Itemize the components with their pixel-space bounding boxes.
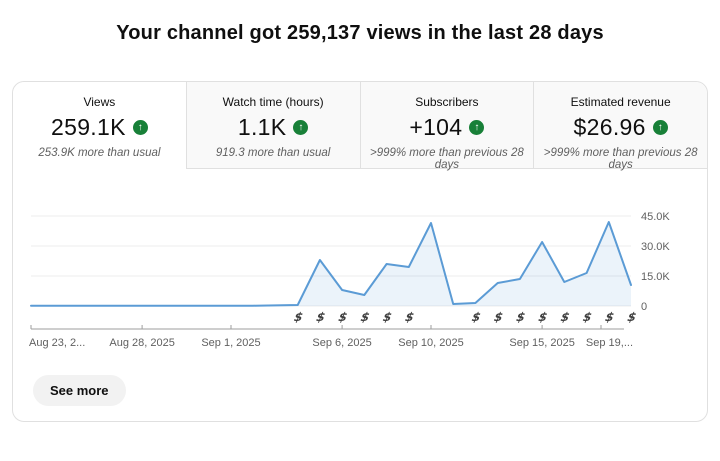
dollar-icon: $ — [337, 310, 348, 324]
y-axis-tick-label: 0 — [641, 301, 647, 313]
dollar-icon: $ — [382, 310, 393, 324]
views-chart-svg[interactable]: 45.0K 30.0K 15.0K 0 $ $ $ $ $ $ $ $ $ $ $ $ $ $ Aug 23, 2.… — [13, 169, 707, 361]
y-axis-tick-label: 30.0K — [641, 241, 670, 253]
dollar-icon: $ — [537, 310, 548, 324]
x-axis-tick-label: Sep 6, 2025 — [312, 337, 371, 349]
dollar-icon: $ — [515, 310, 526, 324]
dollar-icon: $ — [471, 310, 482, 324]
tab-subscribers[interactable]: Subscribers +104 ↑ >999% more than previ… — [359, 82, 534, 171]
metric-value: 1.1K — [237, 113, 287, 140]
arrow-up-circle-icon: ↑ — [132, 119, 148, 135]
arrow-up-circle-icon: ↑ — [293, 119, 309, 135]
x-axis-tick-label: Sep 10, 2025 — [398, 337, 463, 349]
arrow-up-circle-icon: ↑ — [469, 119, 485, 135]
page-title: Your channel got 259,137 views in the la… — [116, 22, 604, 44]
tab-views[interactable]: Views 259.1K ↑ 253.9K more than usual — [13, 82, 186, 169]
metric-label: Views — [83, 95, 116, 109]
x-axis-tick-label: Sep 1, 2025 — [201, 337, 260, 349]
dollar-icon: $ — [493, 310, 504, 324]
area-fill — [31, 222, 631, 306]
trend-line — [30, 221, 632, 307]
metric-value: +104 — [409, 113, 463, 140]
y-axis-tick-label: 15.0K — [641, 271, 670, 283]
dollar-icon: $ — [359, 310, 370, 324]
metric-value: $26.96 — [573, 113, 646, 140]
dollar-icon: $ — [293, 310, 304, 324]
dollar-icon: $ — [559, 310, 570, 324]
dollar-icon: $ — [582, 310, 593, 324]
tab-watch-time[interactable]: Watch time (hours) 1.1K ↑ 919.3 more tha… — [185, 82, 360, 169]
metric-label: Watch time (hours) — [222, 95, 324, 109]
metric-label: Estimated revenue — [570, 95, 671, 109]
metric-value: 259.1K — [51, 113, 126, 140]
dollar-icon: $ — [315, 310, 326, 324]
y-axis-tick-label: 45.0K — [641, 211, 670, 223]
arrow-up-circle-icon: ↑ — [652, 119, 668, 135]
x-axis-tick-label: Aug 23, 2... — [29, 337, 85, 349]
metric-delta: 253.9K more than usual — [38, 147, 161, 159]
x-axis-tick-label: Sep 19,... — [586, 337, 633, 349]
see-more-button[interactable]: See more — [33, 375, 126, 406]
analytics-card: Views 259.1K ↑ 253.9K more than usual Wa… — [12, 81, 708, 422]
dollar-icon: $ — [604, 310, 615, 324]
tab-estimated-revenue[interactable]: Estimated revenue $26.96 ↑ >999% more th… — [533, 82, 707, 171]
x-axis-tick-label: Aug 28, 2025 — [109, 337, 174, 349]
dollar-icon: $ — [626, 310, 637, 324]
metric-delta: >999% more than previous 28 days — [543, 147, 698, 171]
metric-delta: >999% more than previous 28 days — [369, 147, 524, 171]
metric-label: Subscribers — [415, 95, 479, 109]
x-axis-tick-label: Sep 15, 2025 — [509, 337, 574, 349]
dollar-icon: $ — [404, 310, 415, 324]
metric-tabs: Views 259.1K ↑ 253.9K more than usual Wa… — [13, 82, 707, 171]
metric-delta: 919.3 more than usual — [215, 147, 331, 159]
views-chart[interactable]: 45.0K 30.0K 15.0K 0 $ $ $ $ $ $ $ $ $ $ $ $ $ $ Aug 23, 2.… — [13, 169, 707, 361]
